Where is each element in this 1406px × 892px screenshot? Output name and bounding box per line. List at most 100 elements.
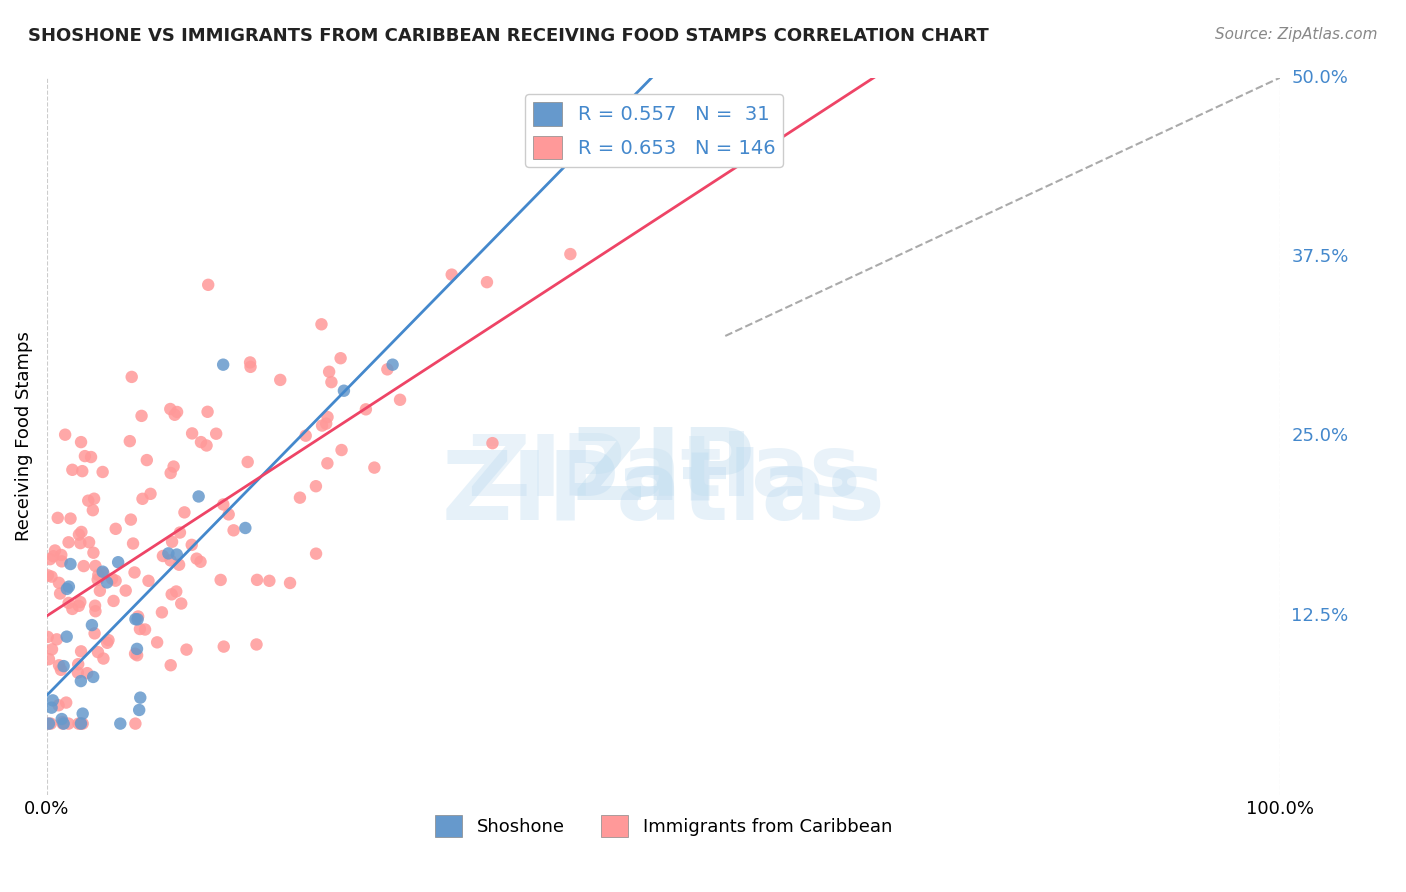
Shoshone	[235, 521, 257, 535]
Y-axis label: Receiving Food Stamps: Receiving Food Stamps	[15, 332, 32, 541]
Immigrants from Caribbean	[315, 417, 337, 431]
Immigrants from Caribbean	[67, 527, 90, 541]
Immigrants from Caribbean	[87, 568, 110, 582]
Immigrants from Caribbean	[73, 449, 96, 463]
Shoshone	[91, 565, 114, 579]
Shoshone	[58, 580, 80, 594]
Immigrants from Caribbean	[321, 375, 343, 389]
Immigrants from Caribbean	[118, 434, 141, 449]
Immigrants from Caribbean	[475, 275, 498, 289]
Shoshone	[55, 630, 77, 644]
Immigrants from Caribbean	[69, 716, 91, 731]
Immigrants from Caribbean	[330, 443, 353, 458]
Immigrants from Caribbean	[160, 534, 183, 549]
Immigrants from Caribbean	[173, 505, 195, 519]
Immigrants from Caribbean	[127, 648, 149, 663]
Immigrants from Caribbean	[163, 408, 186, 422]
Immigrants from Caribbean	[354, 402, 377, 417]
Immigrants from Caribbean	[37, 568, 59, 582]
Immigrants from Caribbean	[97, 633, 120, 648]
Immigrants from Caribbean	[316, 456, 339, 470]
Immigrants from Caribbean	[190, 555, 212, 569]
Text: Source: ZipAtlas.com: Source: ZipAtlas.com	[1215, 27, 1378, 42]
Immigrants from Caribbean	[38, 652, 60, 666]
Immigrants from Caribbean	[294, 428, 316, 442]
Immigrants from Caribbean	[104, 574, 127, 588]
Shoshone	[70, 674, 93, 689]
Immigrants from Caribbean	[67, 657, 90, 672]
Immigrants from Caribbean	[124, 566, 146, 580]
Shoshone	[187, 490, 209, 504]
Shoshone	[41, 700, 63, 714]
Shoshone	[56, 582, 79, 596]
Immigrants from Caribbean	[197, 277, 219, 292]
Shoshone	[82, 670, 104, 684]
Immigrants from Caribbean	[49, 586, 72, 600]
Immigrants from Caribbean	[48, 698, 70, 713]
Shoshone	[80, 618, 103, 632]
Immigrants from Caribbean	[329, 351, 352, 366]
Immigrants from Caribbean	[180, 538, 202, 552]
Immigrants from Caribbean	[239, 359, 262, 374]
Immigrants from Caribbean	[66, 665, 89, 680]
Immigrants from Caribbean	[46, 511, 69, 525]
Immigrants from Caribbean	[58, 716, 80, 731]
Immigrants from Caribbean	[84, 599, 107, 613]
Immigrants from Caribbean	[51, 554, 73, 568]
Immigrants from Caribbean	[134, 623, 156, 637]
Shoshone	[107, 555, 129, 569]
Immigrants from Caribbean	[44, 543, 66, 558]
Shoshone	[128, 703, 150, 717]
Immigrants from Caribbean	[440, 268, 463, 282]
Immigrants from Caribbean	[236, 455, 259, 469]
Immigrants from Caribbean	[41, 642, 63, 657]
Immigrants from Caribbean	[209, 573, 232, 587]
Immigrants from Caribbean	[91, 465, 114, 479]
Immigrants from Caribbean	[124, 716, 146, 731]
Immigrants from Caribbean	[169, 525, 191, 540]
Immigrants from Caribbean	[39, 552, 62, 566]
Immigrants from Caribbean	[135, 453, 157, 467]
Immigrants from Caribbean	[37, 630, 59, 644]
Immigrants from Caribbean	[41, 569, 63, 583]
Immigrants from Caribbean	[45, 632, 67, 647]
Shoshone	[51, 712, 73, 726]
Immigrants from Caribbean	[195, 438, 218, 452]
Text: ZIPatlas: ZIPatlas	[467, 431, 860, 514]
Immigrants from Caribbean	[316, 410, 339, 425]
Shoshone	[52, 716, 75, 731]
Immigrants from Caribbean	[131, 491, 153, 506]
Immigrants from Caribbean	[104, 522, 127, 536]
Immigrants from Caribbean	[58, 596, 80, 610]
Immigrants from Caribbean	[86, 573, 108, 587]
Immigrants from Caribbean	[49, 663, 72, 677]
Immigrants from Caribbean	[162, 459, 184, 474]
Immigrants from Caribbean	[122, 536, 145, 550]
Text: 12.5%: 12.5%	[1292, 607, 1348, 625]
Immigrants from Caribbean	[70, 524, 93, 539]
Immigrants from Caribbean	[87, 645, 110, 659]
Immigrants from Caribbean	[131, 409, 153, 423]
Immigrants from Caribbean	[159, 553, 181, 567]
Immigrants from Caribbean	[259, 574, 281, 588]
Immigrants from Caribbean	[176, 642, 198, 657]
Immigrants from Caribbean	[205, 426, 228, 441]
Immigrants from Caribbean	[114, 583, 136, 598]
Immigrants from Caribbean	[93, 566, 115, 581]
Text: ZIPatlas: ZIPatlas	[441, 448, 886, 541]
Immigrants from Caribbean	[239, 355, 262, 369]
Shoshone	[157, 546, 180, 560]
Immigrants from Caribbean	[55, 696, 77, 710]
Immigrants from Caribbean	[311, 418, 333, 433]
Immigrants from Caribbean	[245, 638, 267, 652]
Immigrants from Caribbean	[69, 595, 91, 609]
Immigrants from Caribbean	[69, 536, 91, 550]
Immigrants from Caribbean	[212, 640, 235, 654]
Immigrants from Caribbean	[52, 714, 75, 729]
Legend: Shoshone, Immigrants from Caribbean: Shoshone, Immigrants from Caribbean	[427, 807, 898, 844]
Immigrants from Caribbean	[311, 318, 333, 332]
Immigrants from Caribbean	[84, 558, 107, 573]
Immigrants from Caribbean	[72, 464, 94, 478]
Immigrants from Caribbean	[52, 716, 75, 731]
Immigrants from Caribbean	[60, 602, 83, 616]
